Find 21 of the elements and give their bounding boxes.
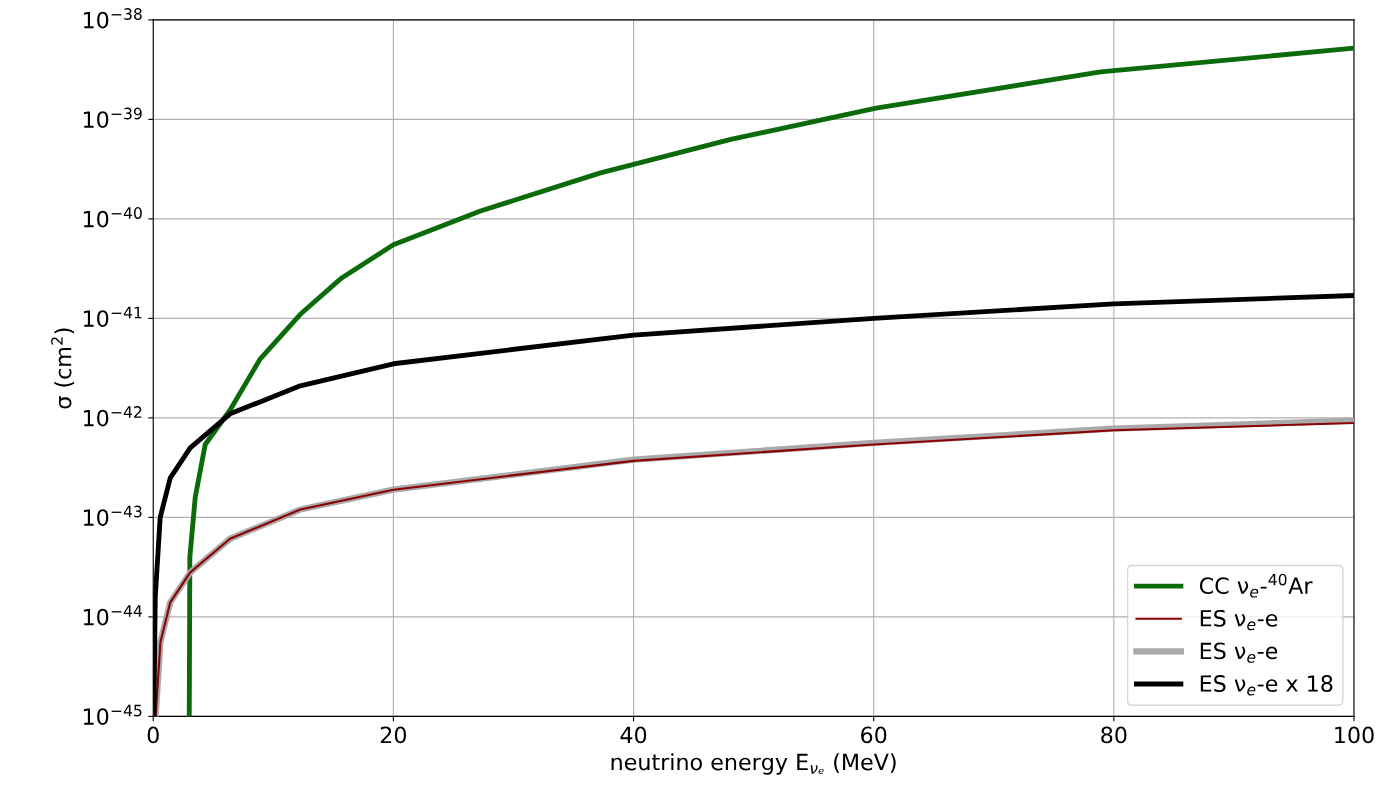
legend-label: ES ν$_{e}$-e x 18	[1200, 675, 1333, 696]
legend-label: ES ν$_{e}$-e	[1200, 609, 1278, 631]
y-tick-label: 10$^{−39}$	[83, 107, 142, 128]
y-tick-label: 10$^{−45}$	[83, 704, 142, 726]
y-tick-label: 10$^{−43}$	[83, 505, 142, 526]
y-tick-label: 10$^{−38}$	[83, 8, 142, 29]
x-tick-label: 80	[1101, 726, 1127, 744]
legend-label: ES ν$_{e}$-e	[1200, 642, 1278, 663]
y-tick-label: 10$^{−40}$	[83, 207, 142, 228]
x-tick-label: 100	[1335, 726, 1374, 744]
x-tick-label: 20	[380, 726, 407, 744]
x-tick-label: 40	[620, 726, 647, 744]
legend-label: CC ν$_{e}$-$^{40}$Ar	[1199, 573, 1313, 598]
x-tick-label: 60	[861, 726, 887, 744]
x-axis-title: neutrino energy E$_{νₑ}$ (MeV)	[611, 753, 896, 775]
y-tick-label: 10$^{−44}$	[83, 605, 142, 626]
y-tick-label: 10$^{−41}$	[83, 306, 142, 328]
x-tick-label: 0	[147, 726, 159, 744]
y-axis-title: σ (cm$^{2}$)	[51, 328, 75, 409]
y-tick-label: 10$^{−42}$	[83, 406, 142, 427]
line-series	[186, 45, 1354, 717]
